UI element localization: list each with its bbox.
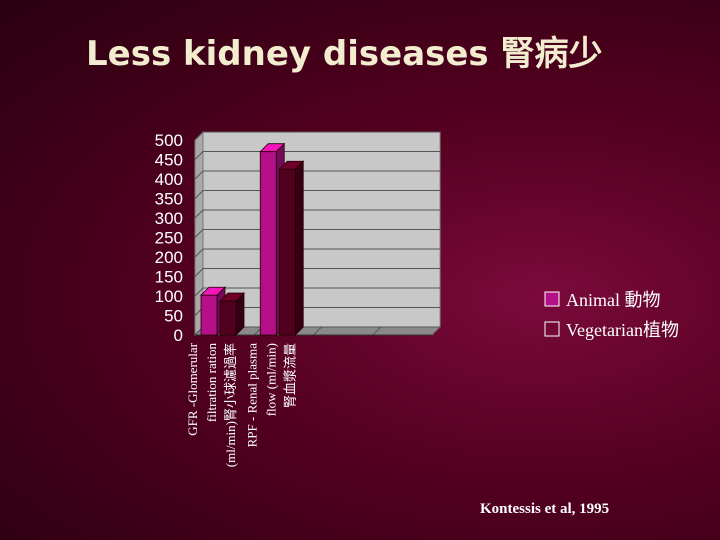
citation: Kontessis et al, 1995: [480, 501, 610, 517]
bar-side: [294, 160, 304, 336]
legend: Animal 動物 Vegetarian植物: [544, 290, 679, 340]
y-tick-label: 500: [155, 131, 183, 150]
category-divider: [372, 326, 382, 336]
category-label-line: 腎血漿流量: [282, 343, 297, 408]
bar-front: [200, 294, 218, 336]
gridline: [194, 229, 440, 238]
y-tick-label: 0: [174, 326, 183, 345]
y-tick-label: 400: [155, 170, 183, 189]
legend-label-animal: Animal 動物: [566, 290, 661, 310]
bar: [278, 160, 305, 336]
y-tick-label: 100: [155, 287, 183, 306]
gridline: [194, 170, 440, 180]
gridline: [194, 268, 440, 277]
slide-title: Less kidney diseases 腎病少: [86, 34, 603, 74]
bars: [200, 142, 305, 336]
gridline: [194, 151, 440, 160]
y-tick-label: 250: [155, 229, 183, 248]
category-label-line: flow (ml/min): [263, 343, 278, 416]
category-label-line: GFR -Glomerular: [185, 342, 200, 435]
bar-front: [259, 151, 277, 336]
y-tick-label: 350: [155, 190, 183, 209]
legend-swatch-animal: [544, 291, 560, 307]
category-label: RPF - Renal plasma flow (ml/min) 腎血漿流量: [244, 343, 297, 448]
gridline: [194, 131, 440, 141]
y-tick-label: 50: [164, 307, 183, 326]
bar-front: [278, 168, 296, 336]
category-label-line: filtration ration: [204, 343, 219, 423]
y-tick-label: 150: [155, 268, 183, 287]
category-labels: GFR -Glomerular filtration ration (ml/min)…: [185, 342, 297, 467]
category-label: GFR -Glomerular filtration ration (ml/min)…: [185, 342, 238, 467]
y-tick-label: 300: [155, 209, 183, 228]
y-tick-label: 200: [155, 248, 183, 267]
category-divider: [313, 326, 322, 336]
gridline: [194, 248, 440, 258]
category-label-line: RPF - Renal plasma: [244, 343, 259, 448]
category-label-line: (ml/min)腎小球濾過率: [223, 343, 238, 467]
gridline: [194, 287, 440, 297]
legend-label-vegetarian: Vegetarian植物: [566, 320, 679, 340]
y-tick-label: 450: [155, 151, 183, 170]
gridline: [194, 190, 440, 199]
gridline: [194, 209, 440, 219]
legend-swatch-vegetarian: [544, 321, 560, 337]
bar: [219, 292, 245, 336]
bar-front: [219, 300, 237, 336]
